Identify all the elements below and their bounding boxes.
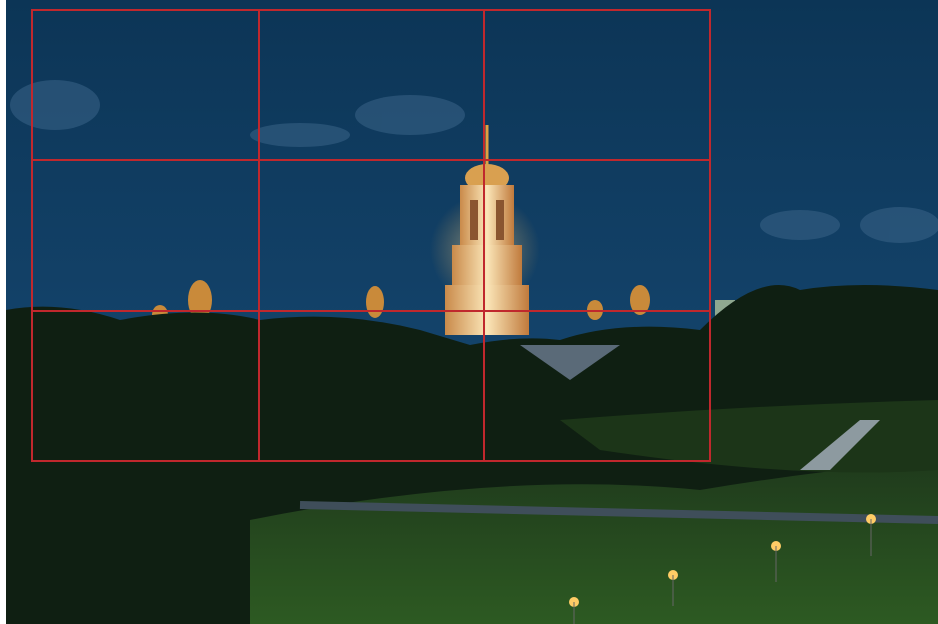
page	[0, 0, 938, 624]
photo	[0, 0, 938, 624]
